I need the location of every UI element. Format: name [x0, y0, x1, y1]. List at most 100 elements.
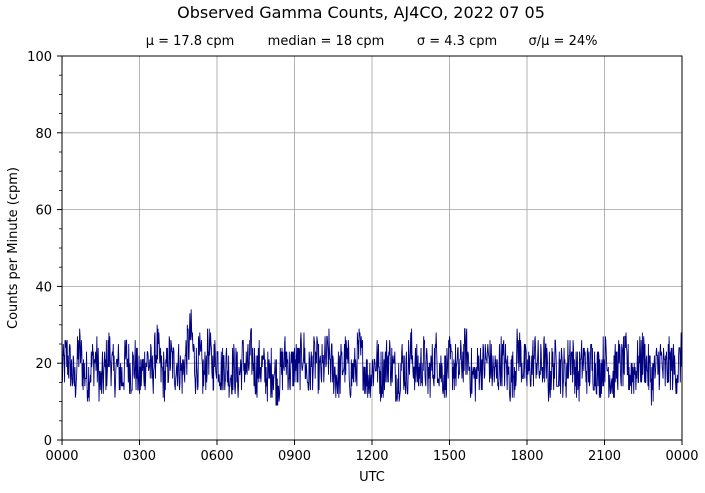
data-point: [513, 370, 514, 371]
chart-title: Observed Gamma Counts, AJ4CO, 2022 07 05: [177, 3, 545, 22]
data-point: [673, 366, 674, 367]
data-point: [470, 374, 471, 375]
data-point: [410, 351, 411, 352]
data-point: [143, 366, 144, 367]
data-point: [638, 363, 639, 364]
data-point: [445, 374, 446, 375]
subtitle-stats: μ = 17.8 cpm median = 18 cpm σ = 4.3 cpm…: [146, 34, 598, 49]
y-tick-label: 0: [44, 434, 52, 449]
data-point: [414, 366, 415, 367]
data-point: [479, 363, 480, 364]
series-layer: [61, 309, 704, 406]
data-point: [483, 366, 484, 367]
data-point: [268, 378, 269, 379]
data-point: [341, 366, 342, 367]
data-point: [505, 366, 506, 367]
data-point: [315, 359, 316, 360]
data-point: [83, 370, 84, 371]
data-point: [625, 359, 626, 360]
data-point: [182, 374, 183, 375]
data-point: [165, 378, 166, 379]
data-point: [703, 363, 704, 364]
data-point: [247, 370, 248, 371]
data-point: [126, 355, 127, 356]
data-point: [272, 366, 273, 367]
data-point: [66, 355, 67, 356]
data-point: [492, 370, 493, 371]
data-point: [699, 374, 700, 375]
data-point: [285, 355, 286, 356]
data-point: [462, 359, 463, 360]
data-point: [203, 378, 204, 379]
x-tick-label: 0900: [278, 449, 311, 464]
x-tick-label: 1500: [433, 449, 466, 464]
stat-mean: μ = 17.8 cpm: [146, 34, 235, 49]
data-point: [634, 370, 635, 371]
data-point: [582, 359, 583, 360]
data-point: [367, 378, 368, 379]
data-point: [458, 370, 459, 371]
data-point: [74, 382, 75, 383]
y-tick-label: 80: [35, 127, 52, 142]
data-point: [668, 363, 669, 364]
data-point: [608, 370, 609, 371]
data-point: [526, 374, 527, 375]
data-point: [130, 370, 131, 371]
data-point: [548, 378, 549, 379]
data-point: [87, 378, 88, 379]
data-point: [186, 351, 187, 352]
data-point: [677, 370, 678, 371]
x-axis-label: UTC: [359, 470, 385, 485]
data-point: [242, 359, 243, 360]
data-point: [234, 366, 235, 367]
data-point: [557, 363, 558, 364]
data-point: [195, 370, 196, 371]
y-tick-label: 40: [35, 280, 52, 295]
x-tick-label: 1200: [355, 449, 388, 464]
data-point: [496, 374, 497, 375]
data-point: [643, 355, 644, 356]
data-point: [96, 359, 97, 360]
data-point: [212, 366, 213, 367]
data-point: [600, 374, 601, 375]
x-tick-label: 2100: [588, 449, 621, 464]
data-point: [402, 363, 403, 364]
data-point: [160, 370, 161, 371]
data-point: [604, 355, 605, 356]
data-point: [376, 359, 377, 360]
data-point: [104, 370, 105, 371]
data-point: [298, 370, 299, 371]
data-point: [651, 378, 652, 379]
data-point: [169, 355, 170, 356]
y-tick-label: 20: [35, 357, 52, 372]
data-point: [574, 366, 575, 367]
data-point: [509, 378, 510, 379]
data-point: [324, 363, 325, 364]
data-point: [117, 366, 118, 367]
y-tick-label: 60: [35, 204, 52, 219]
data-point: [621, 366, 622, 367]
data-point: [380, 374, 381, 375]
data-point: [277, 382, 278, 383]
data-point: [346, 359, 347, 360]
data-point: [423, 359, 424, 360]
data-point: [294, 363, 295, 364]
data-point: [100, 386, 101, 387]
data-point: [281, 370, 282, 371]
data-point: [565, 374, 566, 375]
data-point: [518, 347, 519, 348]
stat-sigma: σ = 4.3 cpm: [417, 34, 497, 49]
data-point: [475, 378, 476, 379]
data-point: [660, 359, 661, 360]
x-tick-label: 0000: [45, 449, 78, 464]
data-point: [337, 378, 338, 379]
data-point: [238, 378, 239, 379]
data-point: [587, 370, 588, 371]
data-point: [113, 374, 114, 375]
data-point: [397, 378, 398, 379]
data-point: [561, 370, 562, 371]
data-point: [311, 366, 312, 367]
data-point: [156, 343, 157, 344]
